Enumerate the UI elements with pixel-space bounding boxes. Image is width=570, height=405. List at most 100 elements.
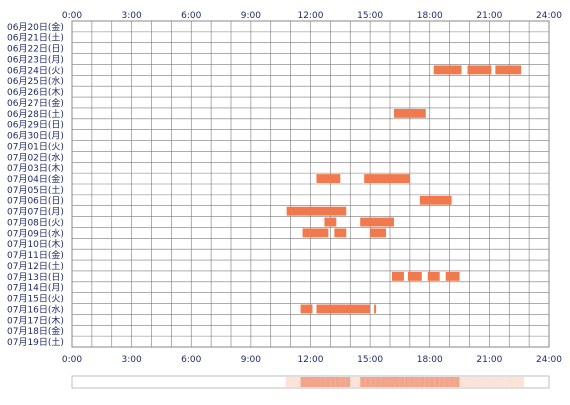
summary-cell bbox=[484, 377, 490, 387]
x-tick-label-bottom: 0:00 bbox=[62, 355, 82, 365]
row-label: 06月20日(金) bbox=[7, 21, 64, 33]
summary-cell bbox=[365, 377, 371, 387]
row-label: 07月10日(木) bbox=[7, 238, 64, 250]
activity-bar bbox=[364, 174, 410, 183]
summary-strip bbox=[71, 375, 550, 389]
summary-cell bbox=[464, 377, 470, 387]
summary-cell bbox=[380, 377, 386, 387]
activity-bar bbox=[286, 206, 347, 216]
x-tick-label-top: 3:00 bbox=[122, 11, 142, 21]
x-tick-label-bottom: 15:00 bbox=[357, 355, 383, 365]
row-label: 07月11日(金) bbox=[7, 249, 64, 261]
summary-cell bbox=[394, 377, 400, 387]
row-label: 07月16日(水) bbox=[7, 303, 64, 315]
x-tick-label-bottom: 6:00 bbox=[181, 355, 201, 365]
row-label: 07月15日(火) bbox=[7, 294, 64, 305]
summary-cell bbox=[370, 377, 376, 387]
summary-cell bbox=[300, 377, 306, 387]
summary-cell bbox=[499, 377, 505, 387]
summary-cell bbox=[290, 377, 296, 387]
summary-cell bbox=[494, 377, 500, 387]
x-tick-label-top: 6:00 bbox=[181, 11, 201, 21]
summary-cell bbox=[444, 377, 450, 387]
row-label: 06月28日(土) bbox=[7, 108, 64, 120]
row-label: 06月27日(金) bbox=[7, 97, 64, 109]
summary-cell bbox=[285, 377, 291, 387]
activity-bar bbox=[391, 271, 404, 281]
summary-cell bbox=[509, 377, 515, 387]
x-tick-label-bottom: 12:00 bbox=[298, 355, 324, 365]
summary-cell bbox=[335, 377, 341, 387]
row-label: 07月19日(土) bbox=[7, 336, 64, 348]
summary-cell bbox=[449, 377, 455, 387]
summary-cell bbox=[419, 377, 425, 387]
summary-cell bbox=[305, 377, 311, 387]
x-tick-label-top: 12:00 bbox=[298, 11, 324, 21]
summary-cell bbox=[340, 377, 346, 387]
summary-cell bbox=[429, 377, 435, 387]
summary-cell bbox=[325, 377, 331, 387]
activity-bar bbox=[316, 304, 371, 314]
row-label: 06月24日(火) bbox=[7, 65, 64, 76]
row-label: 06月21日(土) bbox=[7, 32, 64, 44]
summary-cell bbox=[375, 377, 381, 387]
summary-cell bbox=[295, 377, 301, 387]
summary-cell bbox=[479, 377, 485, 387]
summary-cell bbox=[474, 377, 480, 387]
summary-cell bbox=[459, 377, 465, 387]
row-label: 07月03日(木) bbox=[7, 162, 64, 174]
summary-cell bbox=[519, 377, 525, 387]
x-tick-label-top: 0:00 bbox=[62, 11, 82, 21]
summary-cell bbox=[350, 377, 356, 387]
x-tick-label-top: 21:00 bbox=[476, 11, 502, 21]
activity-bar bbox=[427, 271, 440, 281]
activity-bar bbox=[300, 304, 313, 314]
activity-bar bbox=[302, 228, 329, 238]
row-label: 07月04日(金) bbox=[7, 173, 64, 185]
row-label: 06月25日(水) bbox=[7, 75, 64, 87]
summary-cell bbox=[385, 377, 390, 387]
plot-frame bbox=[71, 20, 550, 348]
summary-cell bbox=[414, 377, 420, 387]
x-tick-label-top: 15:00 bbox=[357, 11, 383, 21]
row-label: 07月01日(火) bbox=[7, 141, 64, 152]
x-tick-label-bottom: 24:00 bbox=[536, 355, 562, 365]
summary-cell bbox=[404, 377, 410, 387]
row-label: 07月07日(月) bbox=[7, 207, 64, 218]
row-label: 06月22日(日) bbox=[7, 44, 64, 55]
summary-cell bbox=[489, 377, 495, 387]
labels: 06月20日(金)06月21日(土)06月22日(日)06月23日(月)06月2… bbox=[7, 11, 562, 365]
summary-cell bbox=[454, 377, 460, 387]
activity-bar bbox=[316, 174, 341, 183]
activity-bar bbox=[393, 108, 426, 118]
row-label: 06月26日(木) bbox=[7, 86, 64, 98]
activity-bar bbox=[433, 65, 462, 75]
activity-bar bbox=[467, 65, 492, 75]
row-label: 07月06日(日) bbox=[7, 196, 64, 207]
activity-bar bbox=[334, 228, 347, 238]
x-tick-label-top: 24:00 bbox=[536, 11, 562, 21]
summary-cell bbox=[355, 377, 361, 387]
activity-bar bbox=[360, 217, 394, 227]
summary-cell bbox=[439, 377, 445, 387]
activity-bar bbox=[374, 304, 377, 314]
summary-cell bbox=[345, 377, 351, 387]
x-tick-label-bottom: 18:00 bbox=[417, 355, 443, 365]
activity-bar bbox=[324, 217, 337, 227]
summary-cell bbox=[310, 377, 316, 387]
row-label: 07月12日(土) bbox=[7, 260, 64, 272]
summary-cell bbox=[320, 377, 326, 387]
row-label: 07月17日(木) bbox=[7, 314, 64, 326]
x-tick-label-bottom: 21:00 bbox=[476, 355, 502, 365]
row-label: 07月09日(水) bbox=[7, 227, 64, 239]
activity-bars bbox=[286, 65, 522, 314]
x-tick-label-top: 9:00 bbox=[241, 11, 261, 21]
row-label: 07月02日(水) bbox=[7, 151, 64, 163]
summary-cell bbox=[514, 377, 520, 387]
row-label: 06月30日(月) bbox=[7, 131, 64, 142]
summary-cell bbox=[390, 377, 395, 387]
row-label: 06月29日(日) bbox=[7, 120, 64, 131]
x-tick-label-bottom: 9:00 bbox=[241, 355, 261, 365]
activity-bar bbox=[370, 228, 387, 238]
